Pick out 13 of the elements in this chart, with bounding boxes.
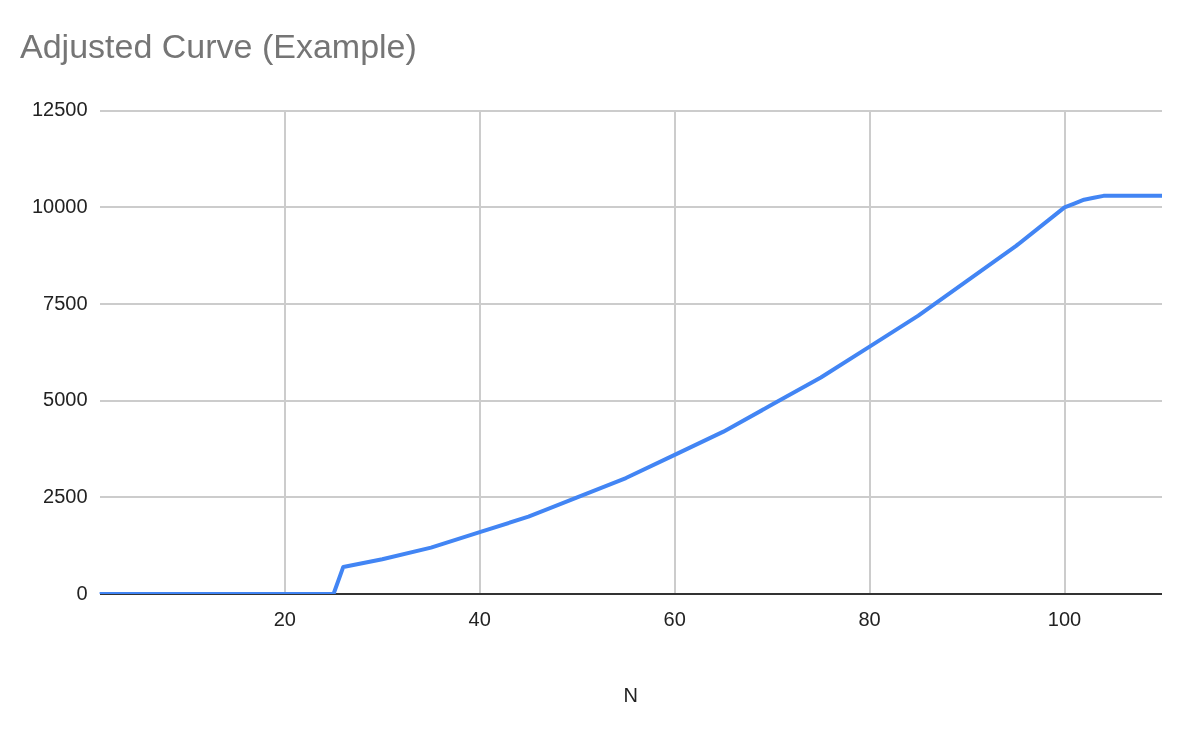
chart-title: Adjusted Curve (Example): [20, 26, 417, 65]
y-tick-label: 10000: [31, 194, 88, 217]
x-tick-label: 80: [858, 607, 881, 630]
x-tick-label: 40: [468, 607, 491, 630]
y-tick-label: 5000: [43, 388, 88, 411]
x-tick-label: 20: [273, 607, 296, 630]
y-tick-label: 12500: [31, 98, 88, 121]
y-tick-label: 7500: [43, 291, 88, 314]
x-axis-title: N: [623, 683, 639, 706]
x-tick-label: 100: [1047, 607, 1082, 630]
y-tick-label: 2500: [43, 484, 88, 507]
y-tick-label: 0: [76, 581, 88, 604]
x-tick-label: 60: [663, 607, 686, 630]
